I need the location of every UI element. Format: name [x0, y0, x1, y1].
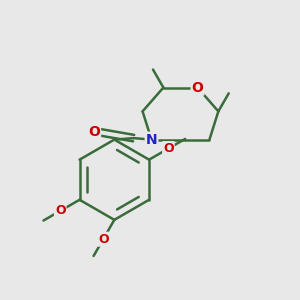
Text: O: O — [192, 81, 203, 94]
Text: O: O — [55, 204, 66, 218]
Text: O: O — [163, 142, 174, 155]
Text: N: N — [146, 133, 157, 147]
Text: O: O — [98, 233, 109, 246]
Text: O: O — [88, 125, 100, 139]
